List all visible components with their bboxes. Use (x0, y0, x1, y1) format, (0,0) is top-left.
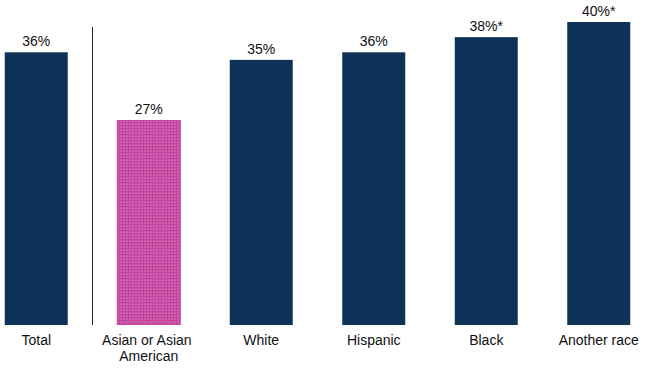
chart: 36% 27% 35% 36% 38%* 40%* Total Asian or Asian … (0, 0, 650, 372)
data-label: 40%* (582, 3, 616, 19)
axis-line (0, 325, 650, 326)
tick: Hispanic (347, 325, 401, 348)
bar (567, 22, 630, 325)
tick: Black (469, 325, 504, 348)
bar (230, 60, 293, 325)
tick-label: White (243, 332, 279, 348)
bar (117, 120, 180, 325)
bar (5, 52, 68, 325)
tick: Another race (559, 325, 639, 348)
data-labels: 36% 27% 35% 36% 38%* 40%* (22, 3, 616, 117)
tick-label: Hispanic (347, 332, 401, 348)
tick-label: Total (21, 332, 51, 348)
data-label: 38%* (470, 18, 504, 34)
tick: Asian or Asian American (102, 325, 195, 364)
bar (342, 52, 405, 325)
tick-label: Asian or Asian American (102, 332, 195, 364)
tick-label: Black (469, 332, 504, 348)
x-axis: Total Asian or Asian American White Hispani… (0, 325, 650, 364)
data-label: 36% (22, 33, 50, 49)
bar (455, 37, 518, 325)
separator (92, 27, 93, 325)
tick: White (243, 325, 279, 348)
tick-label: Another race (559, 332, 639, 348)
data-label: 27% (135, 101, 163, 117)
bars (5, 22, 631, 325)
data-label: 35% (247, 41, 275, 57)
data-label: 36% (360, 33, 388, 49)
tick: Total (21, 325, 51, 348)
